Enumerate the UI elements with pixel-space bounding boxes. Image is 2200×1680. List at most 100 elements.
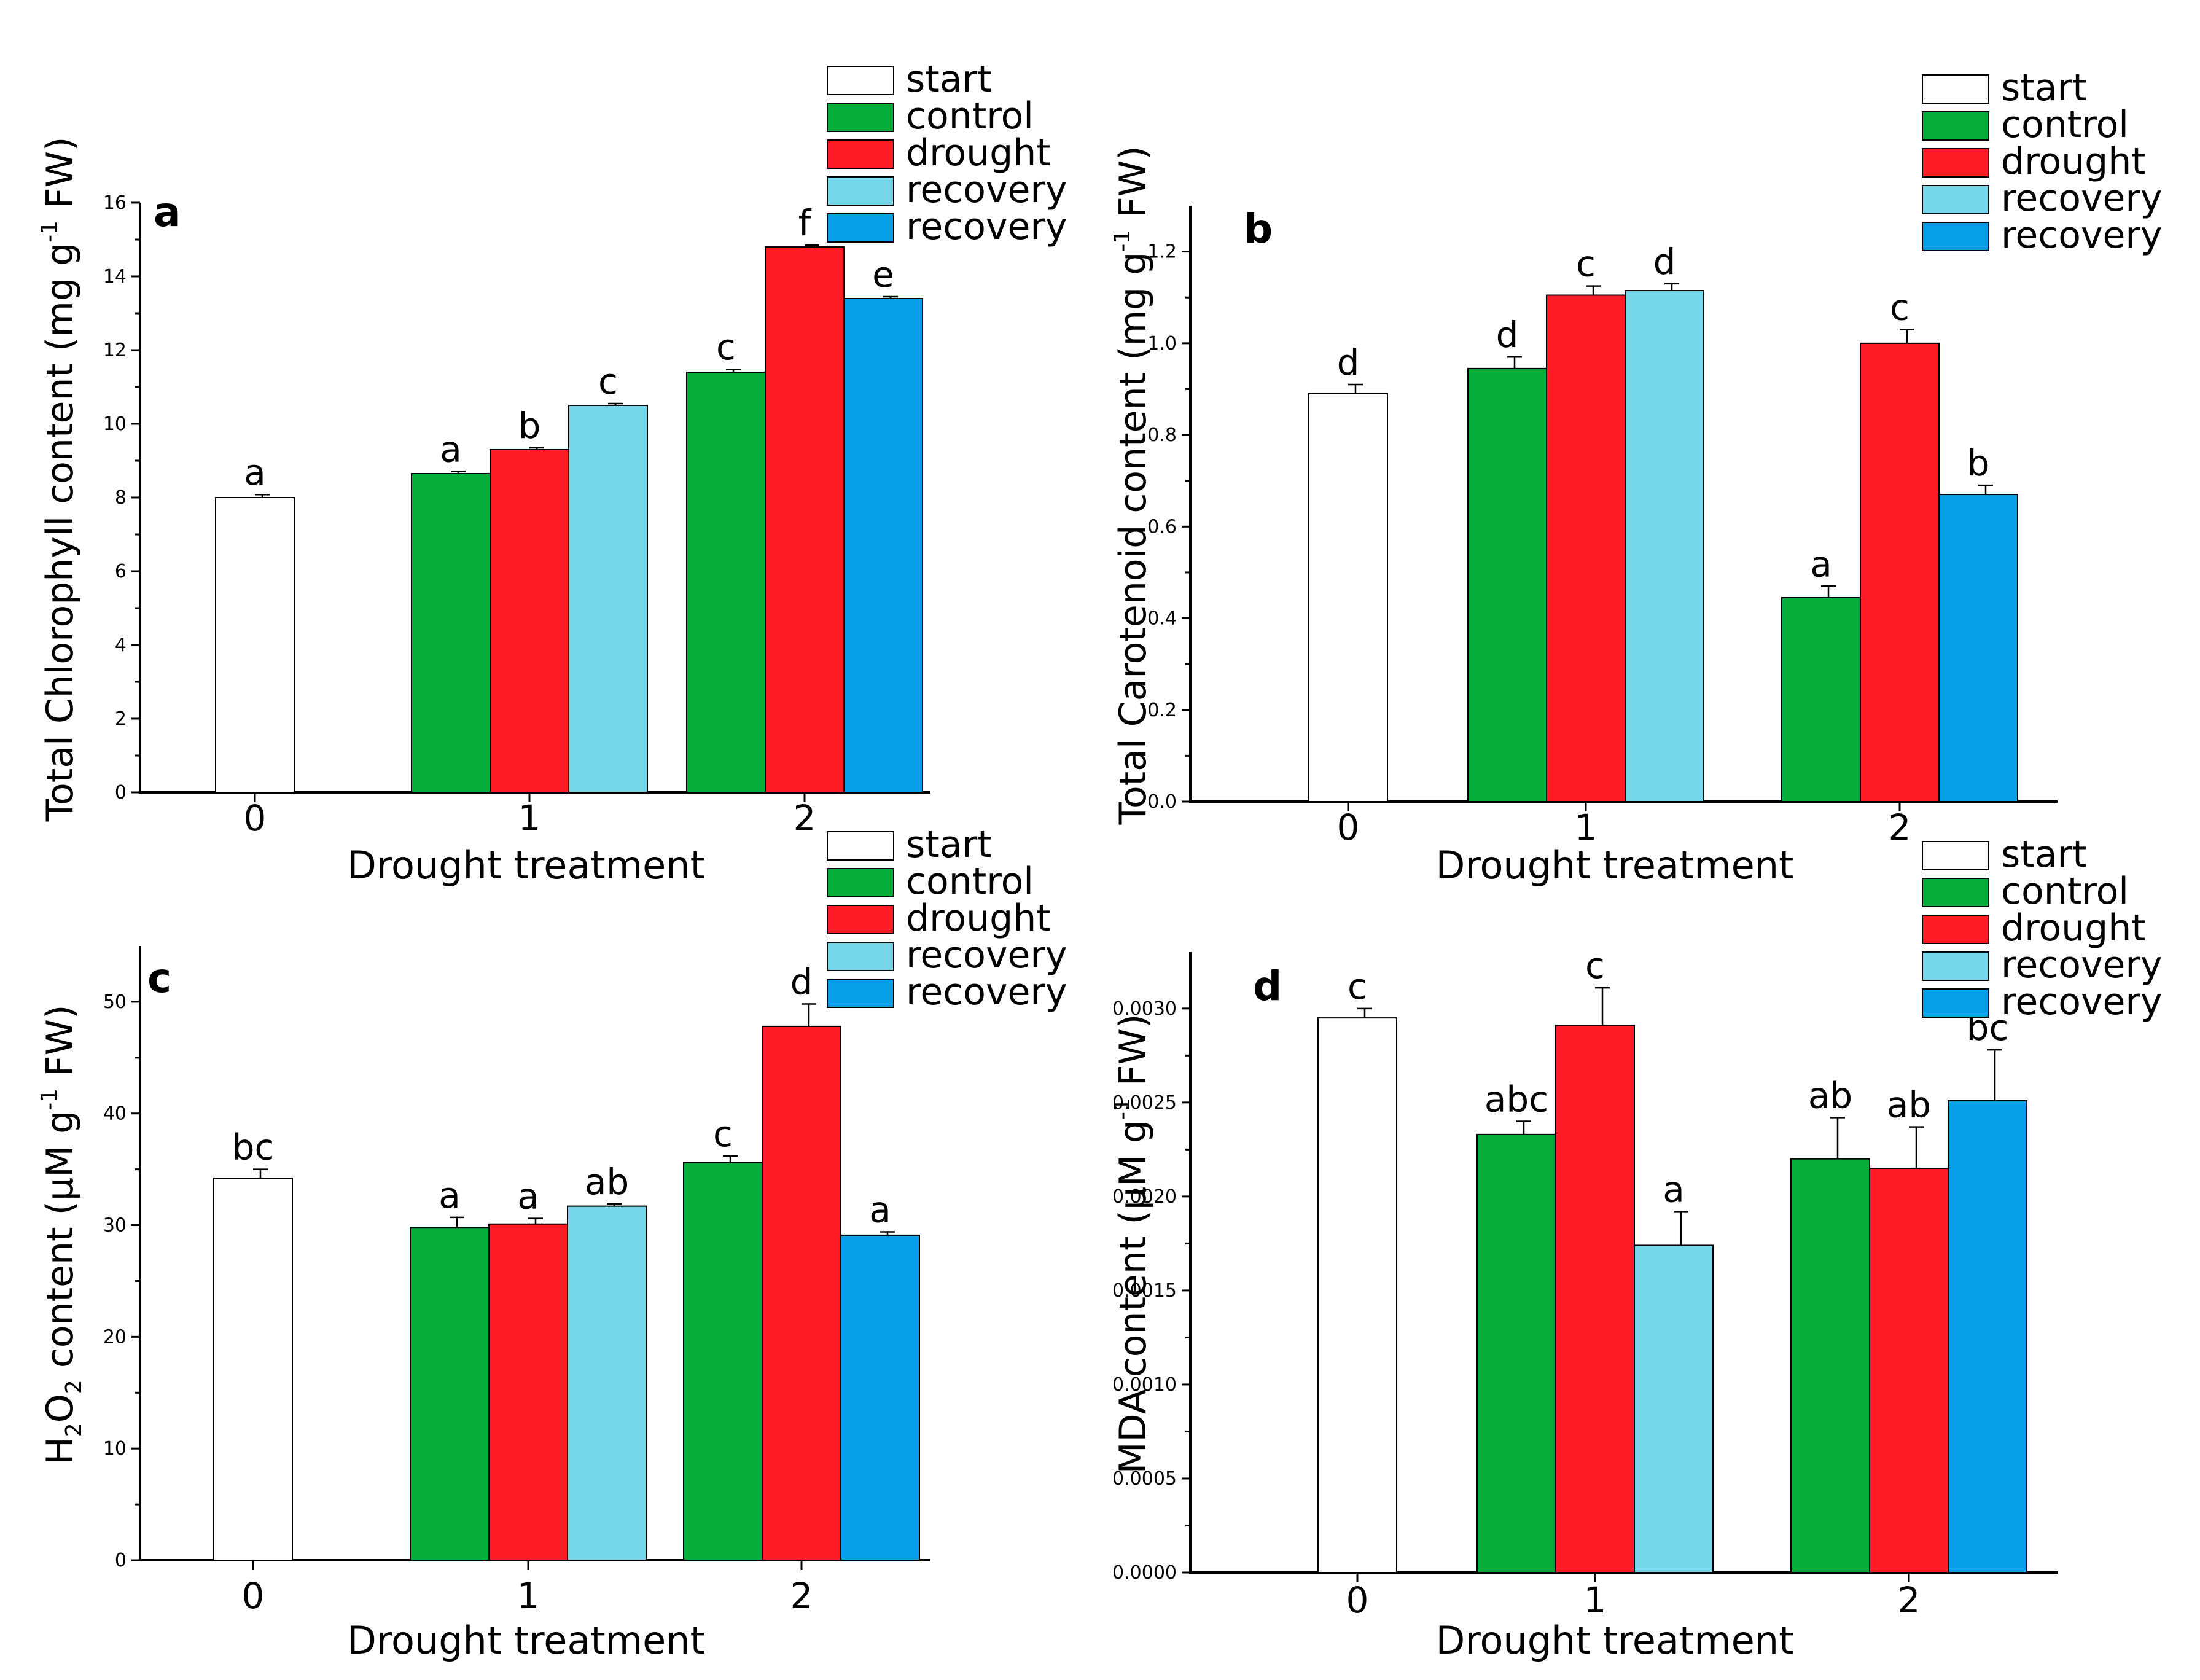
significance-label: c (713, 1113, 733, 1155)
y-tick-label: 4 (115, 635, 127, 656)
legend-label: recovery (2001, 980, 2163, 1023)
legend-swatch-drought (827, 139, 894, 169)
y-tick-label: 0.0015 (1112, 1280, 1177, 1302)
panel-b: 0.0 0.2 0.4 0.6 0.8 1.0 1.2 0 1 2 d d c d a c b b Drought … (1110, 66, 2163, 888)
bar-drought (488, 1223, 568, 1561)
legend-label: control (2001, 103, 2129, 146)
bar-recovery1 (568, 405, 648, 793)
y-axis-title: MDA content (μM g-1 FW) (1110, 1014, 1155, 1474)
legend-label: recovery (906, 205, 1067, 248)
significance-label: c (1348, 966, 1367, 1007)
bar-recovery2 (843, 298, 923, 793)
y-tick-label: 30 (103, 1215, 127, 1237)
y-axis-title-part: O (39, 1394, 82, 1423)
legend-swatch-recovery1 (1922, 185, 1989, 214)
y-axis-title-part: FW) (1112, 146, 1155, 229)
y-axis-title-part: MDA content (μM g (1112, 1120, 1155, 1474)
x-tick-label: 2 (794, 797, 816, 839)
x-axis-title: Drought treatment (1436, 843, 1794, 888)
significance-label: a (869, 1189, 891, 1230)
bar-control (1790, 1158, 1870, 1573)
significance-label: d (1337, 342, 1360, 383)
bar-recovery2 (1948, 1100, 2027, 1573)
legend-label: control (906, 860, 1034, 903)
y-axis-title-part: 2 (61, 1423, 87, 1437)
bar-start (213, 1178, 293, 1561)
bar-recovery1 (567, 1205, 647, 1561)
legend-swatch-recovery2 (1922, 222, 1989, 251)
panel-letter: a (154, 189, 181, 236)
bar-start (1308, 393, 1388, 802)
significance-label: c (716, 326, 736, 368)
legend-label: drought (2001, 140, 2146, 183)
y-tick-label: 0.0005 (1112, 1468, 1177, 1490)
significance-label: a (244, 451, 266, 493)
y-axis-title-part: -1 (37, 221, 62, 243)
legend-swatch-start (827, 66, 894, 95)
bar-recovery1 (1634, 1244, 1714, 1574)
legend-swatch-drought (1922, 915, 1989, 944)
panel-letter: c (147, 955, 171, 1002)
x-axis-title: Drought treatment (1436, 1618, 1794, 1663)
bar-control (686, 372, 766, 793)
legend-label: recovery (2001, 177, 2163, 220)
legend-label: control (2001, 870, 2129, 913)
y-tick-label: 0.0025 (1112, 1092, 1177, 1114)
y-tick-label: 50 (103, 991, 127, 1013)
y-axis-title-part: 2 (61, 1380, 87, 1394)
legend-swatch-control (827, 868, 894, 897)
y-axis-title-part: content (μM g (39, 1111, 82, 1380)
bar-recovery2 (1938, 494, 2018, 802)
legend-swatch-control (1922, 111, 1989, 141)
bar-drought (1869, 1167, 1949, 1573)
legend-swatch-control (1922, 878, 1989, 907)
significance-label: c (1576, 243, 1596, 285)
bar-control (410, 1227, 490, 1561)
legend-label: recovery (2001, 214, 2163, 257)
legend-swatch-start (1922, 74, 1989, 104)
significance-label: a (440, 428, 462, 470)
legend-swatch-recovery2 (1922, 988, 1989, 1018)
legend-swatch-recovery2 (827, 979, 894, 1008)
bar-drought (1546, 294, 1626, 802)
y-axis-title-part: FW) (39, 137, 82, 221)
y-tick-label: 0.0020 (1112, 1186, 1177, 1208)
legend-swatch-drought (827, 905, 894, 934)
y-tick-label: 20 (103, 1326, 127, 1348)
significance-label: bc (232, 1127, 275, 1168)
significance-label: d (1496, 314, 1519, 356)
significance-label: a (1810, 543, 1832, 585)
legend-swatch-start (827, 831, 894, 861)
y-tick-label: 0 (115, 782, 127, 803)
y-tick-label: 0.4 (1147, 608, 1177, 630)
panel-d: 0.0000 0.0005 0.0010 0.0015 0.0020 0.0025 0.00… (1110, 833, 2163, 1663)
significance-label: d (790, 961, 813, 1003)
y-tick-label: 0.0030 (1112, 998, 1177, 1020)
y-tick-label: 8 (115, 487, 127, 509)
y-tick-label: 0.6 (1147, 516, 1177, 537)
y-axis-title-part: Total Carotenoid content (mg g (1112, 252, 1155, 826)
bar-drought (1860, 342, 1940, 802)
x-tick-label: 0 (244, 797, 267, 839)
legend-swatch-recovery1 (827, 176, 894, 206)
legend-label: drought (906, 897, 1051, 940)
significance-label: ab (1808, 1074, 1852, 1116)
y-axis-title-part: Total Chlorophyll content (mg g (39, 243, 82, 822)
x-tick-label: 0 (242, 1575, 265, 1617)
legend-label: recovery (906, 971, 1067, 1014)
bar-recovery1 (1625, 290, 1704, 802)
y-axis-title-part: -1 (37, 1088, 62, 1111)
bar-control (1781, 596, 1861, 802)
legend-swatch-start (1922, 841, 1989, 870)
y-tick-label: 10 (103, 413, 127, 435)
x-axis-title: Drought treatment (347, 843, 705, 888)
y-axis-title: Total Carotenoid content (mg g-1 FW) (1110, 146, 1155, 825)
panel-letter: b (1244, 205, 1273, 252)
significance-label: a (1663, 1168, 1685, 1210)
panel-c: 0 10 20 30 40 50 0 1 2 bc a a ab c d a c Drought treatmen… (37, 823, 1067, 1663)
legend-swatch-recovery1 (1922, 951, 1989, 981)
